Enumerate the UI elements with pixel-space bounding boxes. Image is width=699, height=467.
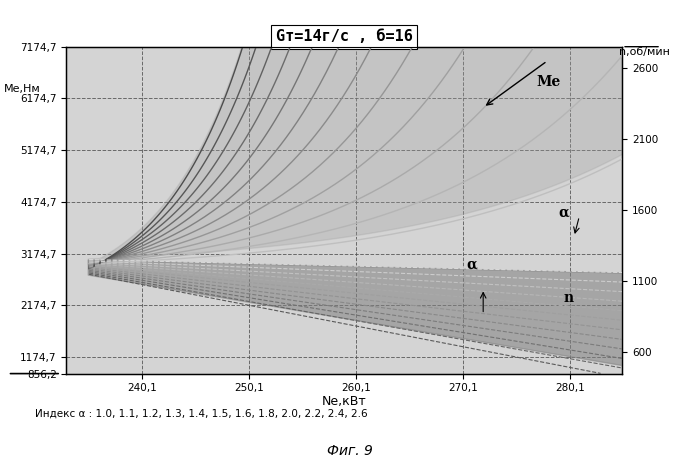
Text: Индекс α : 1.0, 1.1, 1.2, 1.3, 1.4, 1.5, 1.6, 1.8, 2.0, 2.2, 2.4, 2.6: Индекс α : 1.0, 1.1, 1.2, 1.3, 1.4, 1.5,…: [35, 409, 368, 418]
Text: Фиг. 9: Фиг. 9: [326, 444, 373, 458]
Title: Gт=14г/с , б=16: Gт=14г/с , б=16: [276, 29, 412, 44]
Text: Ме: Ме: [536, 75, 560, 89]
X-axis label: Ne,кВт: Ne,кВт: [322, 395, 367, 408]
Text: α: α: [559, 205, 569, 219]
Text: α: α: [466, 258, 477, 272]
Text: n: n: [564, 290, 574, 304]
Text: n,об/мин: n,об/мин: [619, 47, 670, 57]
Text: Ме,Нм: Ме,Нм: [3, 84, 41, 94]
